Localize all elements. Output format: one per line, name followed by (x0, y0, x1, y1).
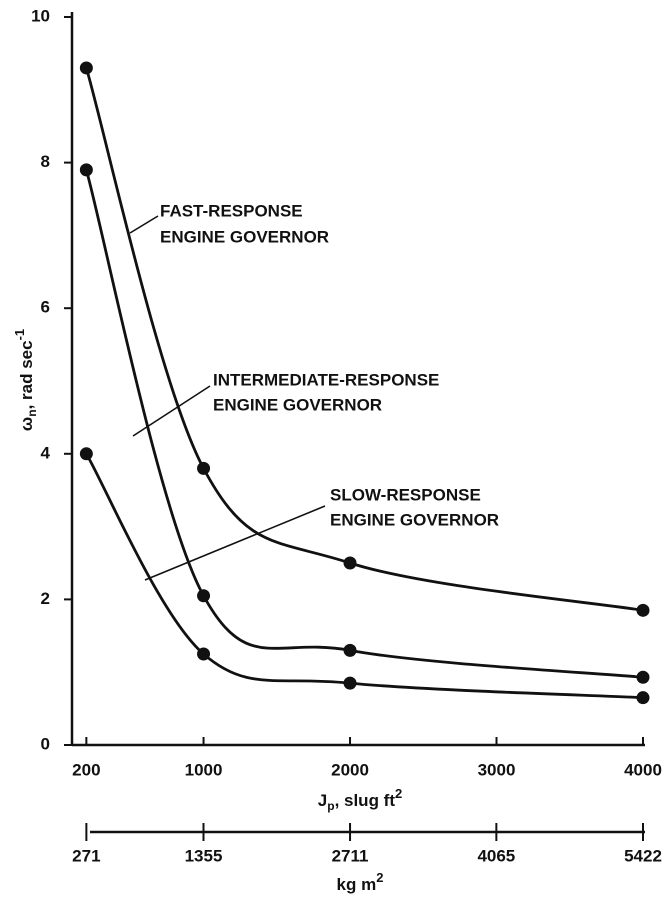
y-tick-label: 6 (41, 298, 50, 317)
leader-line (129, 215, 159, 234)
y-axis-label: ωn, rad sec-1 (12, 329, 39, 431)
data-point (197, 647, 211, 661)
x2-tick-label: 5422 (624, 846, 662, 865)
line (85, 169, 644, 679)
line (85, 453, 644, 700)
annotation: FAST-RESPONSE (160, 201, 303, 220)
x2-tick-label: 271 (72, 846, 100, 865)
annotation: ENGINE GOVERNOR (330, 510, 499, 529)
x-axis-label: Jp, slug ft2 (318, 786, 403, 813)
x2-tick-label: 4065 (477, 846, 515, 865)
x-tick-label: 200 (72, 760, 100, 779)
x2-axis-label: kg m2 (337, 870, 384, 894)
data-point (636, 670, 650, 684)
data-point (79, 163, 93, 177)
y-label-text: , rad sec (17, 340, 36, 409)
x-label-text: , slug ft (335, 791, 396, 810)
x2-label-superscript: 2 (376, 870, 383, 885)
y-tick-label: 0 (41, 734, 50, 753)
y-label-superscript: -1 (12, 329, 27, 341)
data-point (636, 603, 650, 617)
x-tick-label: 1000 (185, 760, 223, 779)
data-point (79, 61, 93, 75)
x2-tick-label: 2711 (332, 846, 369, 865)
data-point (343, 643, 357, 657)
annotation: SLOW-RESPONSE (330, 485, 481, 504)
x-label-symbol: J (318, 791, 327, 810)
annotation: INTERMEDIATE-RESPONSE (213, 370, 439, 389)
leader-line (132, 385, 211, 437)
x-label-superscript: 2 (395, 786, 402, 801)
data-point (197, 461, 211, 475)
data-point (343, 676, 357, 690)
x-tick-label: 4000 (624, 760, 662, 779)
y-label-subscript: n (25, 409, 39, 416)
data-point (343, 556, 357, 570)
x2-tick-label: 1355 (185, 846, 223, 865)
leader-line (144, 505, 326, 581)
y-tick-label: 4 (41, 443, 51, 462)
y-tick-label: 2 (41, 589, 50, 608)
x-tick-label: 3000 (478, 760, 516, 779)
annotation: ENGINE GOVERNOR (160, 227, 329, 246)
data-point (79, 447, 93, 461)
x-tick-label: 2000 (331, 760, 369, 779)
x2-label-text: kg m (337, 875, 377, 894)
x-label-subscript: p (327, 799, 334, 813)
y-label-symbol: ω (17, 417, 36, 431)
data-point (636, 691, 650, 705)
data-point (197, 589, 211, 603)
y-tick-label: 8 (41, 152, 50, 171)
annotation: ENGINE GOVERNOR (213, 395, 382, 414)
y-tick-label: 10 (31, 6, 50, 25)
line (85, 67, 644, 612)
